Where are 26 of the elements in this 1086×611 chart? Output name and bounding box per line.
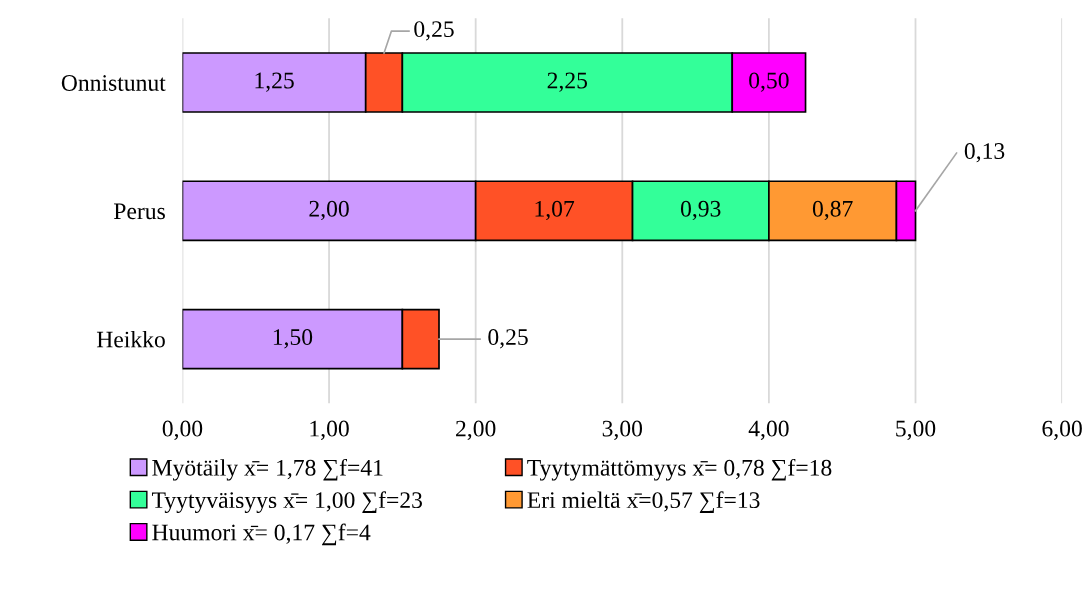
legend-label: Tyytymättömyys x̄= 0,78 ∑f=18 [527,458,832,481]
data-label: 2,00 [309,200,349,221]
y-tick-label: Onnistunut [61,75,166,91]
data-label: 1,25 [255,72,294,92]
data-label: 0,50 [749,72,789,92]
legend-label: Tyytyväisyys x̄= 1,00 ∑f=23 [151,491,422,513]
data-label: 0,13 [964,143,1005,163]
data-label: 1,50 [273,329,313,349]
x-tick-label: 5,00 [896,420,936,440]
x-tick-label: 3,00 [602,420,643,440]
x-tick-label: 1,00 [310,420,349,440]
data-label: 0,87 [812,200,853,221]
x-tick-label: 2,00 [456,420,496,440]
x-tick-label: 4,00 [748,420,789,440]
legend-label: Eri mieltä x̄=0,57 ∑f=13 [527,491,760,513]
data-label: 0,25 [488,329,528,349]
data-label: 0,25 [414,21,454,41]
x-tick-label: 6,00 [1042,420,1082,440]
legend-label: Myötäily x̄= 1,78 ∑f=41 [152,458,383,481]
data-label: 2,25 [547,72,588,92]
data-label: 1,07 [535,200,575,221]
x-tick-label: 0,00 [162,420,203,440]
data-label: 0,93 [680,200,721,221]
y-tick-label: Heikko [96,330,165,348]
y-tick-label: Perus [113,203,165,220]
legend-label: Huumori x̄= 0,17 ∑f=4 [152,523,371,546]
